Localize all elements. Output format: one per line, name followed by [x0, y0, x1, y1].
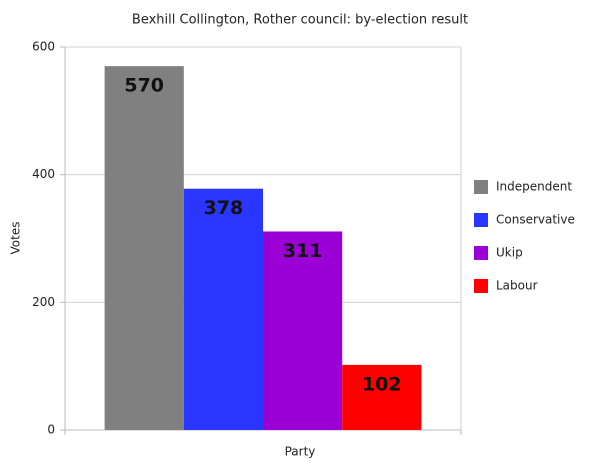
- legend-label: Independent: [496, 180, 572, 194]
- bar: [342, 364, 422, 430]
- data-label: 102: [362, 373, 402, 395]
- y-tick-label: 200: [32, 295, 55, 309]
- legend-swatch: [474, 246, 488, 260]
- data-label: 378: [204, 197, 244, 219]
- bar: [263, 231, 343, 430]
- data-label: 570: [124, 75, 164, 97]
- y-tick-label: 400: [32, 167, 55, 181]
- legend-label: Ukip: [496, 246, 523, 260]
- legend-swatch: [474, 279, 488, 293]
- x-axis-label: Party: [285, 445, 316, 459]
- bar: [104, 66, 184, 431]
- y-tick-label: 0: [47, 423, 55, 437]
- legend-swatch: [474, 213, 488, 227]
- legend-swatch: [474, 180, 488, 194]
- legend-label: Conservative: [496, 213, 575, 227]
- bar: [183, 188, 263, 430]
- data-label: 311: [283, 240, 323, 262]
- y-axis-label: Votes: [9, 222, 23, 255]
- legend-label: Labour: [496, 279, 538, 293]
- chart-title: Bexhill Collington, Rother council: by-e…: [132, 13, 468, 28]
- y-tick-label: 600: [32, 40, 55, 54]
